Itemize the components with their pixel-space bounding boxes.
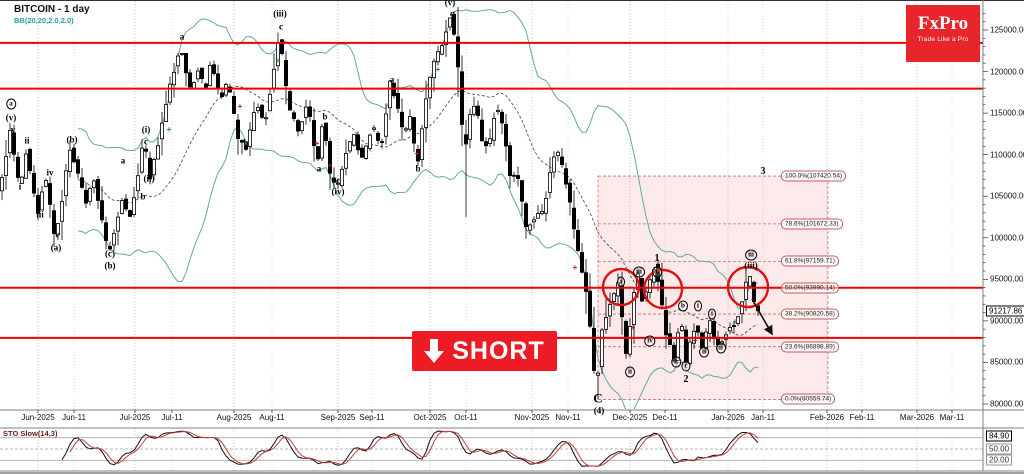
fxpro-logo-tagline: Trade Like a Pro — [917, 35, 969, 43]
fxpro-logo-name: FxPro — [917, 13, 969, 34]
price-axis[interactable] — [983, 0, 1024, 410]
time-axis[interactable] — [0, 410, 983, 428]
fxpro-logo: FxPro Trade Like a Pro — [906, 5, 980, 62]
highlight-circle — [726, 265, 770, 309]
short-signal-label: SHORT — [452, 336, 545, 365]
candles — [0, 6, 761, 400]
highlight-circle — [642, 268, 684, 310]
bollinger-indicator-label: BB(20,20,2.0,2.0) — [14, 16, 74, 25]
highlight-circle — [601, 267, 641, 307]
down-arrow-icon — [424, 339, 445, 363]
projection-arrow — [751, 298, 773, 336]
stochastic-indicator-label: STO Slow(14,3) — [3, 429, 58, 438]
short-signal-banner: SHORT — [412, 331, 557, 371]
chart-title: BITCOIN - 1 day — [14, 4, 90, 15]
